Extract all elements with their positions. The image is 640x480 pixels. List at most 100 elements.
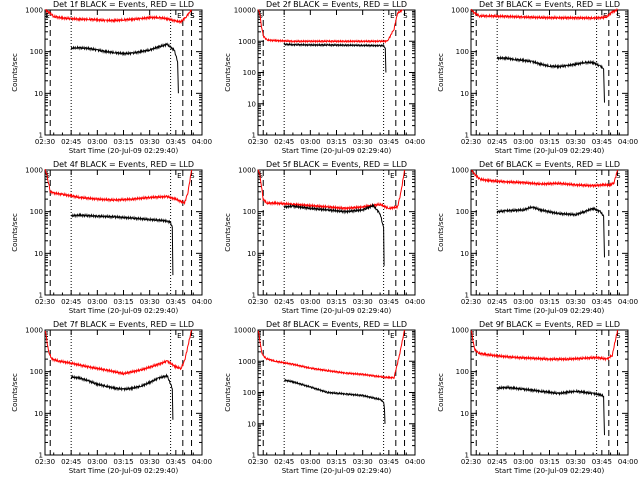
x-tick-label: 02:30 <box>248 458 268 466</box>
y-tick-label: 10 <box>247 100 256 108</box>
detector-plot-7: Det 7f BLACK = Events, RED = LLD 02:30 02:… <box>11 320 212 475</box>
x-tick-label: 03:00 <box>513 298 533 306</box>
event-marker-label: S <box>45 172 50 180</box>
x-tick-label: 03:00 <box>300 458 320 466</box>
x-axis-label: Start Time (20-Jul-09 02:29:40) <box>495 147 605 155</box>
events-series-line <box>496 55 605 103</box>
x-tick-label: 03:15 <box>113 458 133 466</box>
plot-title: Det 5f BLACK = Events, RED = LLD <box>266 160 407 169</box>
x-tick-label: 03:30 <box>140 138 160 146</box>
y-tick-label: 100 <box>30 208 43 216</box>
y-tick-label: 100 <box>456 48 469 56</box>
x-tick-label: 04:00 <box>618 138 638 146</box>
y-axis-label: Counts/sec <box>437 373 445 412</box>
event-marker-label: E <box>390 12 394 20</box>
x-tick-label: 03:45 <box>592 458 612 466</box>
x-tick-label: 03:00 <box>87 298 107 306</box>
y-tick-label: 1000 <box>25 167 43 175</box>
x-tick-label: 04:00 <box>618 458 638 466</box>
x-tick-label: 02:30 <box>35 458 55 466</box>
x-tick-label: 03:15 <box>539 458 559 466</box>
events-series-line <box>70 212 174 276</box>
y-axis-label: Counts/sec <box>437 53 445 92</box>
y-tick-label: 1 <box>465 132 469 140</box>
x-tick-label: 03:00 <box>513 458 533 466</box>
x-tick-label: 02:30 <box>461 138 481 146</box>
detector-plot-5: Det 5f BLACK = Events, RED = LLD 02:30 02:… <box>224 160 425 315</box>
y-tick-label: 100 <box>456 208 469 216</box>
y-tick-label: 100 <box>456 368 469 376</box>
x-tick-label: 03:00 <box>87 458 107 466</box>
events-series-line <box>283 203 385 266</box>
lld-series-line <box>470 329 618 362</box>
x-tick-label: 02:30 <box>35 298 55 306</box>
y-tick-label: 10 <box>34 90 43 98</box>
plot-frame <box>44 169 203 296</box>
y-tick-label: 10 <box>460 410 469 418</box>
y-tick-label: 1000 <box>25 7 43 15</box>
x-axis-label: Start Time (20-Jul-09 02:29:40) <box>495 467 605 475</box>
y-tick-label: 100 <box>243 69 256 77</box>
plot-frame <box>257 9 416 136</box>
y-tick-label: 1 <box>39 132 43 140</box>
x-tick-label: 04:00 <box>192 138 212 146</box>
lld-series-line <box>44 169 192 206</box>
x-tick-label: 03:15 <box>113 138 133 146</box>
y-tick-label: 10 <box>34 410 43 418</box>
events-series-line <box>496 204 605 258</box>
x-tick-label: 03:15 <box>326 458 346 466</box>
y-tick-label: 1000 <box>238 358 256 366</box>
event-marker-label: S <box>616 172 621 180</box>
y-tick-label: 1 <box>465 292 469 300</box>
lld-series-line <box>470 169 618 189</box>
y-tick-label: 10000 <box>234 327 256 335</box>
plot-title: Det 4f BLACK = Events, RED = LLD <box>53 160 194 169</box>
y-tick-label: 1000 <box>451 327 469 335</box>
x-tick-label: 03:15 <box>326 298 346 306</box>
detector-plot-8: Det 8f BLACK = Events, RED = LLD 02:30 02:… <box>224 320 425 475</box>
y-tick-label: 1000 <box>25 327 43 335</box>
x-tick-label: 02:45 <box>487 298 507 306</box>
events-series-line <box>283 42 387 73</box>
x-tick-label: 03:15 <box>113 298 133 306</box>
y-tick-label: 1000 <box>238 167 256 175</box>
event-marker-label: E <box>390 332 394 340</box>
y-axis-label: Counts/sec <box>11 213 19 252</box>
x-tick-label: 02:45 <box>274 138 294 146</box>
x-tick-label: 03:00 <box>300 138 320 146</box>
event-marker-label: E <box>390 172 394 180</box>
lld-series-line <box>470 8 618 21</box>
x-axis-label: Start Time (20-Jul-09 02:29:40) <box>282 147 392 155</box>
event-marker-label: S <box>616 332 621 340</box>
x-tick-label: 03:30 <box>353 298 373 306</box>
event-marker-label: S <box>403 172 408 180</box>
event-marker-label: E <box>45 12 49 20</box>
plot-frame <box>44 9 203 136</box>
y-axis-label: Counts/sec <box>11 373 19 412</box>
detector-plot-3: Det 3f BLACK = Events, RED = LLD 02:30 02:… <box>437 0 638 155</box>
y-tick-label: 1 <box>39 292 43 300</box>
event-marker-label: S <box>190 172 195 180</box>
x-axis-label: Start Time (20-Jul-09 02:29:40) <box>282 307 392 315</box>
x-axis-label: Start Time (20-Jul-09 02:29:40) <box>282 467 392 475</box>
plot-title: Det 2f BLACK = Events, RED = LLD <box>266 0 407 9</box>
y-axis-label: Counts/sec <box>224 53 232 92</box>
event-marker-label: E <box>177 12 181 20</box>
y-axis-label: Counts/sec <box>437 213 445 252</box>
lld-series-line <box>257 169 405 212</box>
x-tick-label: 03:15 <box>326 138 346 146</box>
y-tick-label: 100 <box>243 208 256 216</box>
x-tick-label: 03:45 <box>166 138 186 146</box>
detector-plot-1: Det 1f BLACK = Events, RED = LLD 02:30 02:… <box>11 0 212 155</box>
x-tick-label: 02:30 <box>461 298 481 306</box>
y-tick-label: 1000 <box>451 7 469 15</box>
x-tick-label: 03:30 <box>140 298 160 306</box>
event-marker-label: S <box>403 332 408 340</box>
plot-frame <box>44 329 203 456</box>
detector-plot-2: Det 2f BLACK = Events, RED = LLD 02:30 02:… <box>224 0 425 155</box>
plot-frame <box>470 9 629 136</box>
lld-series-line <box>257 9 403 44</box>
plot-title: Det 3f BLACK = Events, RED = LLD <box>479 0 620 9</box>
x-tick-label: 03:30 <box>566 138 586 146</box>
x-tick-label: 03:30 <box>566 298 586 306</box>
